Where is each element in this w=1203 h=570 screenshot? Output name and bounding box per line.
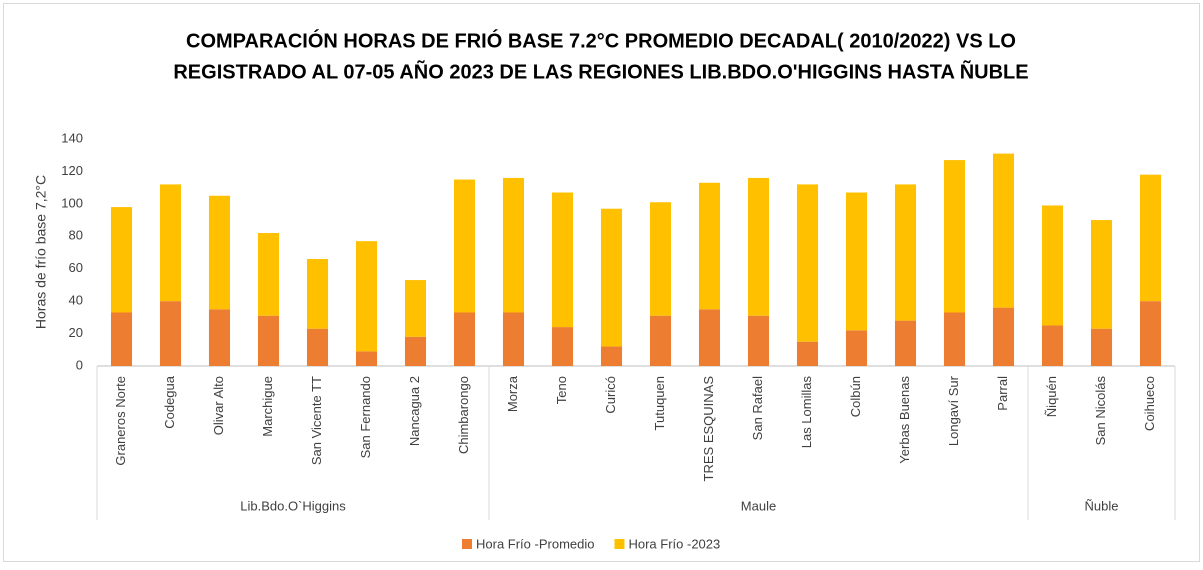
bar-segment xyxy=(845,192,868,331)
bar-segment xyxy=(453,179,476,313)
x-tick-label: San Vicente TT xyxy=(309,376,324,465)
legend-label: Hora Frío -Promedio xyxy=(476,536,594,551)
group-label: Lib.Bdo.O`Higgins xyxy=(240,498,346,513)
bar-segment xyxy=(453,312,476,366)
bar-segment xyxy=(649,315,672,366)
bar-segment xyxy=(110,207,133,313)
bar-segment xyxy=(894,184,917,321)
x-tick-label: Morza xyxy=(505,375,520,412)
x-tick-label: Olivar Alto xyxy=(211,376,226,435)
y-tick-label: 140 xyxy=(61,130,83,145)
bar-segment xyxy=(1139,174,1162,302)
bar-segment xyxy=(1041,205,1064,326)
x-tick-label: Colbún xyxy=(848,376,863,417)
y-tick-label: 40 xyxy=(69,293,83,308)
x-tick-label: Curicó xyxy=(603,376,618,414)
group-label: Maule xyxy=(741,498,776,513)
x-tick-label: Longaví Sur xyxy=(946,375,961,446)
x-tick-label: Yerbas Buenas xyxy=(897,376,912,464)
bar-segment xyxy=(943,312,966,366)
bar-segment xyxy=(257,315,280,366)
bar-segment xyxy=(257,233,280,316)
bar-segment xyxy=(502,177,525,313)
y-axis-label: Horas de frío base 7,2°C xyxy=(33,175,49,329)
bar-segment xyxy=(796,341,819,366)
bar-segment xyxy=(747,315,770,366)
bar-segment xyxy=(502,312,525,366)
bar-segment xyxy=(355,351,378,366)
bar-segment xyxy=(306,258,329,329)
y-tick-label: 60 xyxy=(69,260,83,275)
legend-swatch xyxy=(462,539,472,549)
x-tick-label: Coihueco xyxy=(1142,376,1157,431)
bar-segment xyxy=(1041,325,1064,366)
x-tick-label: Ñiquén xyxy=(1044,376,1059,417)
bar-segment xyxy=(404,280,427,337)
y-tick-label: 0 xyxy=(76,357,83,372)
bar-segment xyxy=(1139,301,1162,366)
y-tick-label: 120 xyxy=(61,163,83,178)
bar-segment xyxy=(208,195,231,310)
y-tick-label: 20 xyxy=(69,325,83,340)
bar-segment xyxy=(698,309,721,366)
x-tick-label: San Rafael xyxy=(750,376,765,440)
bar-segment xyxy=(551,327,574,366)
bar-segment xyxy=(159,184,182,302)
bar-segment xyxy=(894,320,917,366)
bar-segment xyxy=(992,307,1015,366)
bar-segment xyxy=(943,160,966,313)
x-tick-label: Codegua xyxy=(162,375,177,429)
legend-swatch xyxy=(614,539,625,549)
bar-segment xyxy=(796,184,819,342)
x-tick-label: Nancagua 2 xyxy=(407,376,422,446)
bar-segment xyxy=(992,153,1015,308)
x-tick-label: Las Lomillas xyxy=(799,376,814,449)
x-tick-label: San Fernando xyxy=(358,376,373,458)
x-tick-label: San Nicolás xyxy=(1093,376,1108,446)
x-tick-label: Parral xyxy=(995,376,1010,411)
x-tick-label: Teno xyxy=(554,376,569,404)
x-tick-label: TRES ESQUINAS xyxy=(701,376,716,482)
bar-segment xyxy=(600,208,623,347)
bar-segment xyxy=(600,346,623,366)
bar-segment xyxy=(208,309,231,366)
bar-segment xyxy=(551,192,574,328)
x-tick-label: Chimbarongo xyxy=(456,376,471,454)
bar-segment xyxy=(404,336,427,366)
x-tick-label: Marchigue xyxy=(260,376,275,437)
y-tick-label: 80 xyxy=(69,228,83,243)
x-tick-label: Graneros Norte xyxy=(113,376,128,466)
bar-segment xyxy=(159,301,182,366)
bar-segment xyxy=(1090,328,1113,366)
y-tick-label: 100 xyxy=(61,195,83,210)
bar-segment xyxy=(110,312,133,366)
bar-segment xyxy=(306,328,329,366)
bar-segment xyxy=(1090,220,1113,329)
chart-title: REGISTRADO AL 07-05 AÑO 2023 DE LAS REGI… xyxy=(173,60,1028,83)
bar-segment xyxy=(649,202,672,316)
bar-segment xyxy=(747,177,770,316)
legend-label: Hora Frío -2023 xyxy=(628,536,720,551)
x-tick-label: Tutuquen xyxy=(652,376,667,430)
bar-segment xyxy=(698,182,721,310)
bar-segment xyxy=(355,241,378,352)
group-label: Ñuble xyxy=(1085,498,1119,513)
chart-title: COMPARACIÓN HORAS DE FRIÓ BASE 7.2°C PRO… xyxy=(186,28,1016,52)
bar-segment xyxy=(845,330,868,366)
